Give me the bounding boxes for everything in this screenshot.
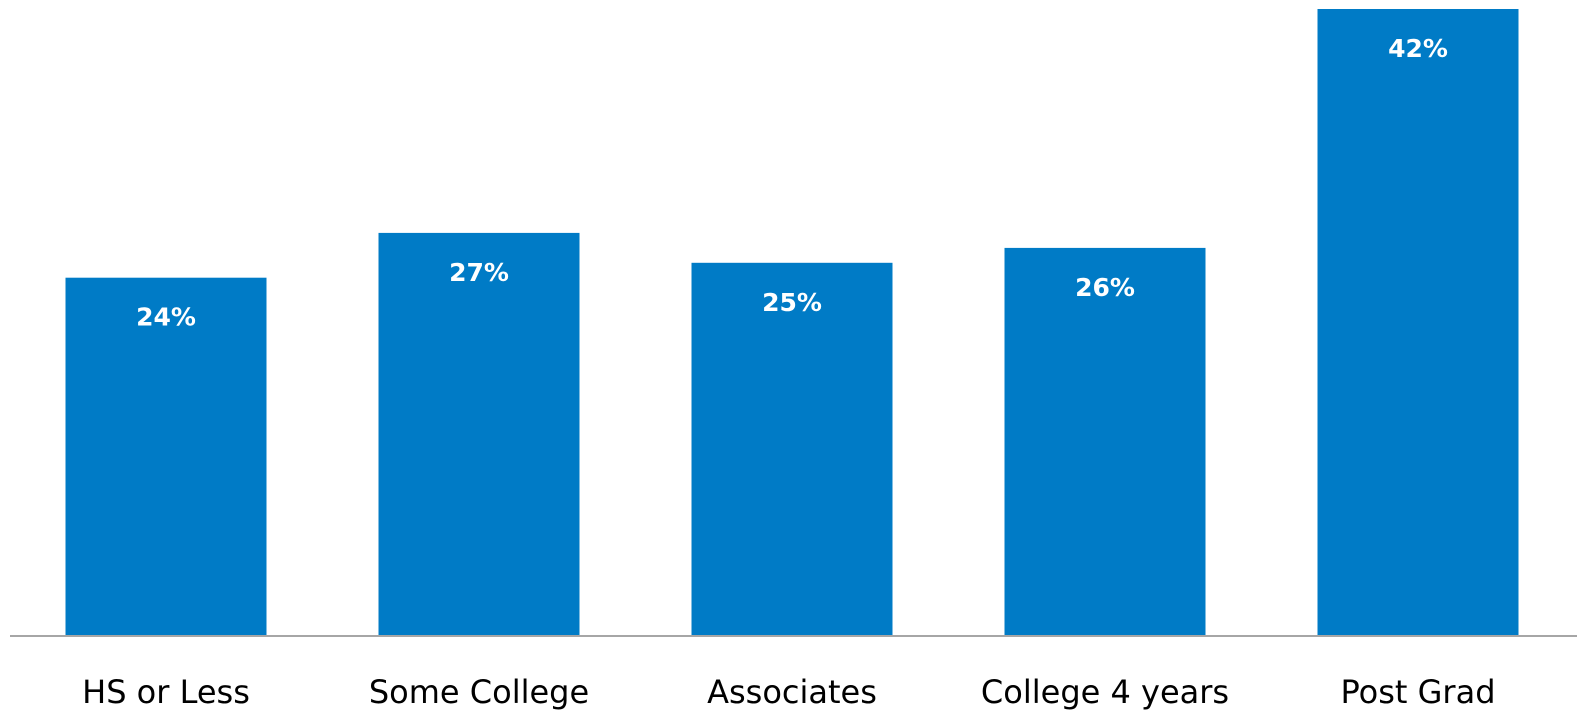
- x-tick-label-3: College 4 years: [981, 673, 1229, 711]
- x-tick-label-2: Associates: [707, 673, 877, 711]
- bar-value-label-0: 24%: [136, 303, 196, 332]
- bar-0: [65, 277, 267, 636]
- x-tick-label-4: Post Grad: [1341, 673, 1496, 711]
- x-tick-labels-group: HS or Less Some College Associates College …: [82, 673, 1495, 711]
- bar-2: [691, 262, 893, 636]
- bar-value-label-1: 27%: [449, 258, 509, 287]
- bar-1: [378, 232, 580, 636]
- bars-group: [65, 9, 1519, 636]
- bar-labels-group: 24% 27% 25% 26% 42%: [136, 34, 1448, 332]
- x-tick-label-0: HS or Less: [82, 673, 250, 711]
- bar-value-label-4: 42%: [1388, 34, 1448, 63]
- bar-4: [1317, 9, 1519, 636]
- bar-3: [1004, 247, 1206, 636]
- bar-value-label-3: 26%: [1075, 273, 1135, 302]
- x-tick-label-1: Some College: [369, 673, 589, 711]
- bar-value-label-2: 25%: [762, 288, 822, 317]
